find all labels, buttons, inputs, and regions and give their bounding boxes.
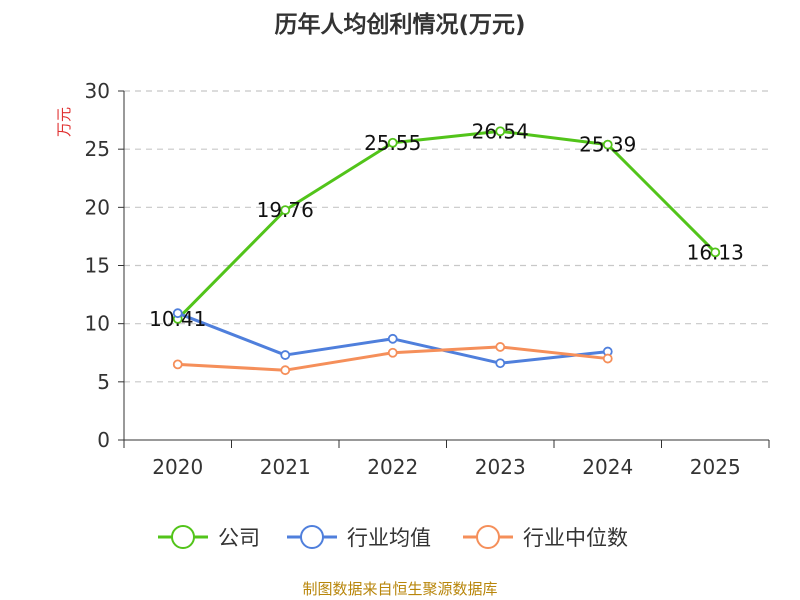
data-point [710,247,721,258]
legend-label: 行业均值 [347,526,431,550]
y-tick-label: 30 [85,79,110,103]
data-point [387,333,398,344]
data-point [495,342,506,352]
x-tick-label: 2022 [367,455,418,479]
y-tick-label: 5 [97,370,110,394]
x-tick-label: 2025 [690,455,741,479]
data-point [280,365,291,376]
legend-label: 行业中位数 [523,526,628,550]
legend-label: 公司 [218,526,260,550]
data-label: 26.54 [472,119,529,143]
data-point [602,139,613,150]
data-point [172,308,183,319]
y-tick-label: 25 [85,137,110,161]
y-tick-label: 20 [85,195,110,219]
chart-title: 历年人均创利情况(万元) [274,12,526,38]
legend: 公司 行业均值 行业中位数 [158,525,628,550]
legend-item-1: 行业均值 [287,525,431,550]
y-axis-unit: 万元 [55,107,73,137]
data-label: 10.41 [149,307,206,331]
x-tick-label: 2021 [260,455,311,479]
x-tick-label: 2023 [475,455,526,479]
data-point [495,126,506,137]
legend-marker [476,525,500,549]
data-label: 16.13 [687,240,744,264]
x-tick-label: 2020 [152,455,203,479]
legend-item-0: 公司 [158,525,260,550]
data-point [280,350,291,360]
y-tick-label: 10 [85,312,110,336]
source-footer: 制图数据来自恒生聚源数据库 [302,580,498,598]
y-tick-label: 0 [97,428,110,452]
legend-marker [171,525,195,549]
data-point [280,205,291,216]
data-point [602,353,613,364]
data-point [387,347,398,358]
data-point [495,358,506,369]
gridlines [124,90,769,383]
y-tick-label: 15 [85,254,110,278]
data-point [387,137,398,148]
legend-item-2: 行业中位数 [463,525,628,550]
data-label: 25.55 [364,131,421,155]
data-point [172,359,183,370]
series-lines [172,126,721,376]
data-labels: 10.41 19.76 25.55 26.54 25.39 16.13 [149,119,744,331]
data-label: 19.76 [257,198,314,222]
series-line-0 [176,129,717,320]
data-label: 25.39 [579,133,636,157]
x-tick-label: 2024 [582,455,633,479]
legend-marker [300,525,324,549]
